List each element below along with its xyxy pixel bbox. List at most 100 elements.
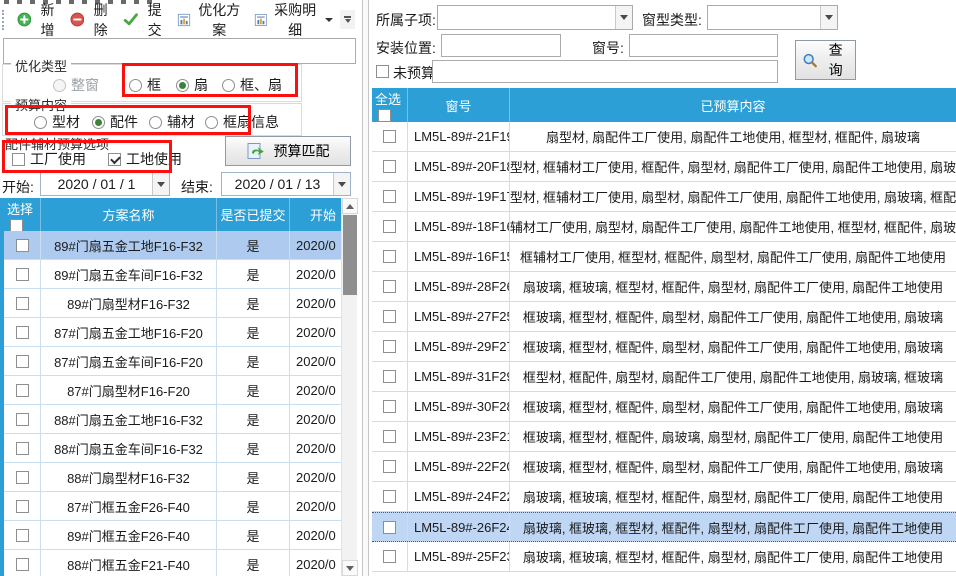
plan-row[interactable]: 88#门扇五金车间F16-F32 是 2020/0 xyxy=(4,434,341,463)
row-checkbox[interactable] xyxy=(383,550,396,563)
row-checkbox[interactable] xyxy=(15,354,29,368)
window-row[interactable]: LM5L-89#-30F28 框玻璃, 框型材, 框配件, 扇型材, 扇配件工厂使… xyxy=(372,392,956,422)
install-position-input[interactable] xyxy=(441,34,561,57)
row-checkbox[interactable] xyxy=(15,441,29,455)
plan-row[interactable]: 87#门扇五金工地F16-F20 是 2020/0 xyxy=(4,318,341,347)
row-checkbox[interactable] xyxy=(383,370,396,383)
chevron-down-icon[interactable] xyxy=(152,173,169,195)
column-header-window-no[interactable]: 窗号 xyxy=(408,88,510,122)
delete-button[interactable]: 删除 xyxy=(65,0,118,42)
start-date-picker[interactable]: 2020 / 01 / 1 xyxy=(40,172,170,196)
radio-accessory[interactable]: 配件 xyxy=(92,112,138,132)
row-checkbox[interactable] xyxy=(383,460,396,473)
chevron-down-icon xyxy=(325,17,333,22)
radio-profile[interactable]: 型材 xyxy=(34,112,80,132)
toolbar-grip[interactable] xyxy=(2,9,8,30)
window-row[interactable]: LM5L-89#-29F27 框玻璃, 框型材, 框配件, 扇型材, 扇配件工厂使… xyxy=(372,332,956,362)
row-checkbox[interactable] xyxy=(15,383,29,397)
site-use-checkbox[interactable]: 工地使用 xyxy=(108,149,182,169)
row-checkbox[interactable] xyxy=(15,296,29,310)
row-checkbox[interactable] xyxy=(383,340,396,353)
radio-frame-sash[interactable]: 框、扇 xyxy=(222,75,282,95)
chevron-down-icon[interactable] xyxy=(820,6,837,29)
scroll-down-button[interactable] xyxy=(342,560,358,576)
window-row[interactable]: LM5L-89#-20F18 框型材, 框辅材工厂使用, 框配件, 扇型材, 扇配… xyxy=(372,152,956,182)
window-row[interactable]: LM5L-89#-26F24 扇玻璃, 框玻璃, 框型材, 框配件, 扇型材, 扇… xyxy=(372,512,956,542)
plan-start-date: 2020/0 xyxy=(296,469,336,485)
window-row[interactable]: LM5L-89#-31F29 框型材, 框配件, 扇型材, 扇配件工厂使用, 扇配… xyxy=(372,362,956,392)
window-row[interactable]: LM5L-89#-25F23 扇玻璃, 框玻璃, 框型材, 框配件, 扇型材, 扇… xyxy=(372,542,956,572)
plan-row[interactable]: 89#门扇五金车间F16-F32 是 2020/0 xyxy=(4,260,341,289)
window-no-input[interactable] xyxy=(629,34,778,57)
row-checkbox[interactable] xyxy=(15,267,29,281)
window-row[interactable]: LM5L-89#-28F26 扇玻璃, 框玻璃, 框型材, 框配件, 扇型材, 扇… xyxy=(372,272,956,302)
row-checkbox[interactable] xyxy=(383,520,396,534)
column-header-plan-name[interactable]: 方案名称 xyxy=(41,198,217,231)
plan-row[interactable]: 87#门扇型材F16-F20 是 2020/0 xyxy=(4,376,341,405)
scrollbar-thumb[interactable] xyxy=(343,215,357,295)
row-checkbox[interactable] xyxy=(15,499,29,513)
row-checkbox[interactable] xyxy=(383,220,396,233)
row-checkbox[interactable] xyxy=(383,310,396,323)
submit-button[interactable]: 提交 xyxy=(118,0,172,42)
plan-row[interactable]: 88#门扇型材F16-F32 是 2020/0 xyxy=(4,463,341,492)
plan-row[interactable]: 89#门框五金F26-F40 是 2020/0 xyxy=(4,521,341,550)
no-budget-checkbox[interactable] xyxy=(376,65,389,78)
toolbar-overflow-button[interactable] xyxy=(340,10,355,29)
row-checkbox[interactable] xyxy=(15,325,29,339)
row-checkbox[interactable] xyxy=(15,557,29,571)
row-checkbox[interactable] xyxy=(383,250,396,263)
query-button[interactable]: 查询 xyxy=(795,40,856,80)
no-budget-input[interactable] xyxy=(432,60,778,83)
factory-use-checkbox[interactable]: 工厂使用 xyxy=(12,149,86,169)
row-checkbox[interactable] xyxy=(15,412,29,426)
row-checkbox[interactable] xyxy=(383,430,396,443)
row-checkbox[interactable] xyxy=(15,470,29,484)
row-checkbox[interactable] xyxy=(15,238,29,252)
window-row[interactable]: LM5L-89#-21F19 扇型材, 扇配件工厂使用, 扇配件工地使用, 框型材… xyxy=(372,122,956,152)
column-header-budgeted-content[interactable]: 已预算内容 xyxy=(700,98,766,114)
plan-row[interactable]: 87#门扇五金车间F16-F20 是 2020/0 xyxy=(4,347,341,376)
plan-row[interactable]: 88#门框五金F21-F40 是 2020/0 xyxy=(4,550,341,576)
row-checkbox[interactable] xyxy=(383,400,396,413)
window-row[interactable]: LM5L-89#-22F20 框玻璃, 框型材, 框配件, 扇型材, 扇配件工厂使… xyxy=(372,452,956,482)
add-button[interactable]: 新增 xyxy=(12,0,65,42)
window-row[interactable]: LM5L-89#-18F16 框辅材工厂使用, 扇型材, 扇配件工厂使用, 扇配件… xyxy=(372,212,956,242)
purchase-detail-button[interactable]: 采购明细 xyxy=(249,0,338,42)
radio-sash[interactable]: 扇 xyxy=(176,75,208,95)
plan-row[interactable]: 89#门扇型材F16-F32 是 2020/0 xyxy=(4,289,341,318)
column-header-submitted[interactable]: 是否已提交 xyxy=(217,198,290,231)
row-checkbox[interactable] xyxy=(383,160,396,173)
window-row[interactable]: LM5L-89#-16F15 框辅材工厂使用, 框型材, 框配件, 扇型材, 扇配… xyxy=(372,242,956,272)
column-header-start[interactable]: 开始 xyxy=(310,208,337,223)
radio-frame-sash-info[interactable]: 框扇信息 xyxy=(205,112,279,132)
row-checkbox[interactable] xyxy=(383,130,396,143)
plans-scrollbar[interactable] xyxy=(341,198,358,576)
plan-row[interactable]: 89#门扇五金工地F16-F32 是 2020/0 xyxy=(4,231,341,260)
window-row[interactable]: LM5L-89#-24F22 扇玻璃, 框玻璃, 框型材, 框配件, 扇型材, 扇… xyxy=(372,482,956,512)
select-all-checkbox[interactable] xyxy=(10,219,23,231)
column-header-select[interactable]: 选择 xyxy=(4,198,41,231)
window-type-combobox[interactable] xyxy=(707,5,838,30)
row-checkbox[interactable] xyxy=(383,280,396,293)
window-row[interactable]: LM5L-89#-27F25 框玻璃, 框型材, 框配件, 扇型材, 扇配件工厂使… xyxy=(372,302,956,332)
plan-row[interactable]: 87#门框五金F26-F40 是 2020/0 xyxy=(4,492,341,521)
panel-splitter[interactable] xyxy=(362,0,369,576)
chevron-down-icon[interactable] xyxy=(615,6,632,29)
window-row[interactable]: LM5L-89#-23F21 框玻璃, 框型材, 框配件, 扇玻璃, 扇型材, 扇… xyxy=(372,422,956,452)
row-checkbox[interactable] xyxy=(383,490,396,503)
row-checkbox[interactable] xyxy=(15,528,29,542)
row-checkbox[interactable] xyxy=(383,190,396,203)
budget-match-button[interactable]: 预算匹配 xyxy=(225,136,351,166)
window-row[interactable]: LM5L-89#-19F17 框型材, 框辅材工厂使用, 扇型材, 扇配件工厂使用… xyxy=(372,182,956,212)
sub-item-combobox[interactable] xyxy=(437,5,633,30)
select-all-checkbox[interactable] xyxy=(378,109,391,122)
end-date-picker[interactable]: 2020 / 01 / 13 xyxy=(221,172,351,196)
chevron-down-icon[interactable] xyxy=(333,173,350,195)
plan-row[interactable]: 88#门扇五金工地F16-F32 是 2020/0 xyxy=(4,405,341,434)
scroll-up-button[interactable] xyxy=(342,198,358,214)
radio-frame[interactable]: 框 xyxy=(129,75,161,95)
column-header-select-all[interactable]: 全选 xyxy=(372,88,408,122)
radio-auxiliary[interactable]: 辅材 xyxy=(149,112,195,132)
optimize-plan-button[interactable]: 优化方案 xyxy=(172,0,249,42)
